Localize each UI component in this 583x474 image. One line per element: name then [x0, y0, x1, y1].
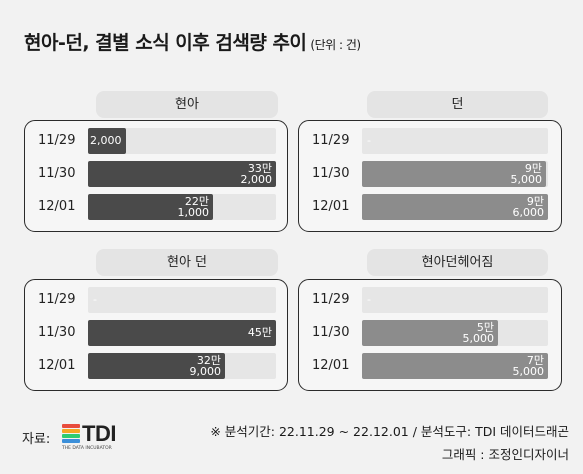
bar-track: 45만 — [88, 320, 276, 346]
category-label: 11/30 — [38, 325, 76, 340]
bar-track: 2,000 — [88, 128, 276, 154]
bar-track: 33만 2,000 — [88, 161, 276, 187]
category-label: 11/30 — [312, 166, 350, 181]
data-label-line: 9만 — [524, 162, 542, 175]
data-label: - — [93, 293, 97, 306]
bar: 7만 5,000 — [362, 353, 548, 379]
bar-track: 32만 9,000 — [88, 353, 276, 379]
data-label: 33만 2,000 — [241, 163, 273, 185]
data-label: 32만 9,000 — [190, 355, 222, 377]
panel-title: 현아던헤어짐 — [367, 249, 548, 276]
data-label-line: 1,000 — [177, 206, 210, 219]
data-label-line: 6,000 — [512, 206, 545, 219]
bar-track: 22만 1,000 — [88, 194, 276, 220]
bar: 9만 6,000 — [362, 194, 548, 220]
data-label-line: 22만 — [184, 195, 209, 208]
category-label: 11/29 — [312, 133, 350, 148]
logo-bar — [62, 434, 80, 438]
data-label-line: 45만 — [247, 326, 272, 339]
logo-bar — [62, 439, 80, 443]
data-label-line: 5만 — [476, 321, 494, 334]
data-label-line: 5,000 — [512, 365, 545, 378]
panel-title: 현아 던 — [96, 249, 278, 276]
chart-title-text: 현아-던, 결별 소식 이후 검색량 추이 — [24, 32, 307, 54]
category-label: 12/01 — [312, 358, 350, 373]
data-label: 22만 1,000 — [178, 196, 210, 218]
category-label: 11/29 — [312, 292, 350, 307]
category-label: 11/30 — [312, 325, 350, 340]
data-label: 9만 6,000 — [513, 196, 545, 218]
unit-label: (단위 : 건) — [310, 38, 361, 52]
category-label: 11/29 — [38, 133, 76, 148]
logo-text: TDI — [82, 421, 116, 446]
category-label: 12/01 — [38, 358, 76, 373]
data-label: 5만 5,000 — [463, 322, 495, 344]
data-label-line: 7만 — [526, 354, 544, 367]
analysis-note: ※ 분석기간: 22.11.29 ~ 22.12.01 / 분석도구: TDI … — [210, 424, 569, 439]
data-label-line: 2,000 — [240, 173, 273, 186]
source-label: 자료: — [22, 432, 51, 447]
tdi-logo: TDI THE DATA INCUBATOR — [62, 421, 132, 455]
logo-tagline: THE DATA INCUBATOR — [62, 446, 112, 451]
graphic-credit: 그래픽 : 조정인디자이너 — [441, 447, 569, 462]
panel-title: 현아 — [96, 91, 278, 118]
category-label: 11/29 — [38, 292, 76, 307]
data-label-line: 5,000 — [462, 332, 495, 345]
data-label-line: 2,000 — [90, 134, 122, 147]
category-label: 12/01 — [38, 199, 76, 214]
data-label-line: 9만 — [526, 195, 544, 208]
data-label-line: 5,000 — [510, 173, 543, 186]
bar: 33만 2,000 — [88, 161, 276, 187]
bar: 2,000 — [88, 128, 126, 154]
logo-bar — [62, 424, 80, 428]
logo-bar — [62, 429, 80, 433]
bar-track: 9만 6,000 — [362, 194, 548, 220]
data-label-line: 33만 — [247, 162, 272, 175]
chart-title: 현아-던, 결별 소식 이후 검색량 추이 (단위 : 건) — [24, 28, 361, 55]
bar-track: 7만 5,000 — [362, 353, 548, 379]
logo-mark-icon — [62, 424, 80, 443]
data-label: 9만 5,000 — [511, 163, 543, 185]
bar: 9만 5,000 — [362, 161, 546, 187]
bar-track: 5만 5,000 — [362, 320, 548, 346]
bar-track: - — [362, 287, 548, 313]
bar-track: 9만 5,000 — [362, 161, 548, 187]
bar: 22만 1,000 — [88, 194, 213, 220]
data-label-line: 32만 — [196, 354, 221, 367]
data-label-line: 9,000 — [189, 365, 222, 378]
category-label: 11/30 — [38, 166, 76, 181]
bar: 45만 — [88, 320, 276, 346]
data-label: 2,000 — [90, 135, 122, 146]
data-label: 7만 5,000 — [513, 355, 545, 377]
bar-track: - — [362, 128, 548, 154]
bar: 5만 5,000 — [362, 320, 498, 346]
data-label: - — [367, 134, 371, 147]
data-label: 45만 — [248, 327, 272, 338]
bar-track: - — [88, 287, 276, 313]
category-label: 12/01 — [312, 199, 350, 214]
bar: 32만 9,000 — [88, 353, 225, 379]
data-label: - — [367, 293, 371, 306]
panel-title: 던 — [367, 91, 548, 118]
